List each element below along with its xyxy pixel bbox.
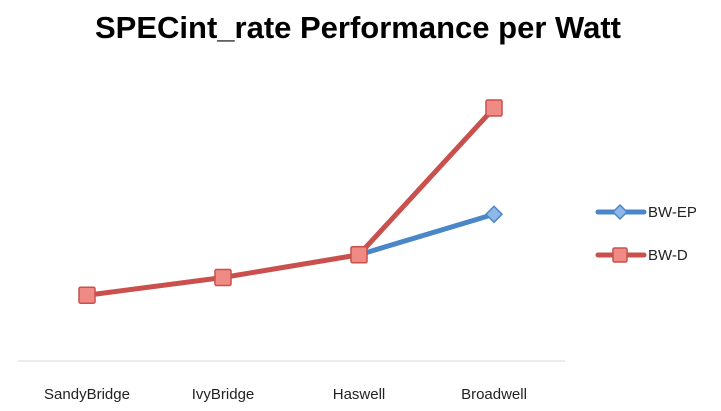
series-line [356, 211, 497, 258]
legend-item: BW-D [595, 247, 688, 264]
x-tick-label: Haswell [333, 386, 386, 403]
chart-title: SPECint_rate Performance per Watt [95, 10, 621, 45]
series-layer [78, 99, 504, 304]
series-line [84, 105, 497, 298]
legend-item: BW-EP [595, 203, 697, 221]
x-tick-label: SandyBridge [44, 386, 130, 403]
data-point [484, 205, 504, 224]
x-tick-label: IvyBridge [192, 386, 255, 403]
legend-label: BW-EP [648, 204, 697, 221]
data-point [214, 268, 232, 287]
legend-marker [612, 247, 628, 263]
legend-label: BW-D [648, 247, 688, 264]
data-point [485, 99, 503, 117]
legend-marker [611, 203, 629, 221]
x-tick-labels: SandyBridge IvyBridge Haswell Broadwell [44, 386, 527, 403]
x-tick-label: Broadwell [461, 386, 527, 403]
data-point [350, 245, 368, 264]
series-bw-ep [349, 205, 504, 264]
data-point [78, 286, 96, 304]
series-bw-d [78, 99, 503, 304]
legend: BW-EP BW-D [595, 203, 697, 264]
